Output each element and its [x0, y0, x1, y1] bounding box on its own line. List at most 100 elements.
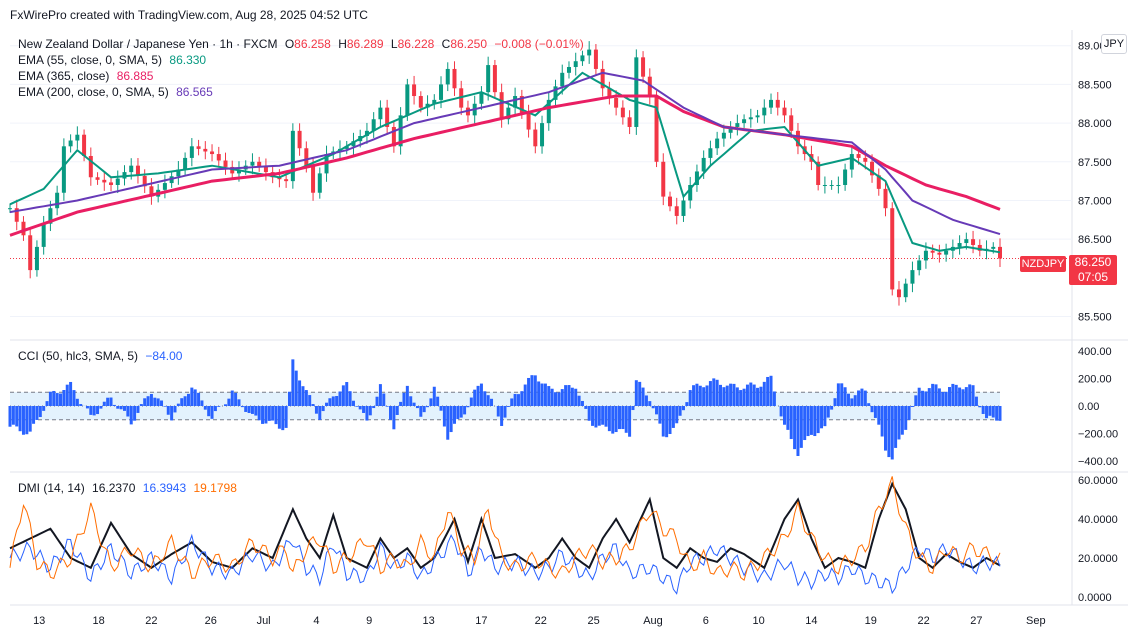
candle-body: [405, 84, 410, 116]
ema365-legend[interactable]: EMA (365, close) 86.885: [18, 68, 157, 84]
candle-body: [694, 171, 699, 185]
candle: [647, 68, 652, 105]
candle-body: [849, 154, 854, 170]
candle: [75, 126, 80, 149]
candle-body: [843, 169, 848, 185]
time-tick-label: 13: [422, 615, 434, 627]
ema200-value: 86.565: [176, 85, 213, 99]
candle-body: [526, 112, 531, 130]
candle-body: [937, 252, 942, 255]
candle-body: [61, 146, 66, 193]
candle-body: [721, 132, 726, 139]
ema200-legend[interactable]: EMA (200, close, 0, SMA, 5) 86.565: [18, 84, 217, 100]
ema55-legend[interactable]: EMA (55, close, 0, SMA, 5) 86.330: [18, 52, 210, 68]
cci-legend[interactable]: CCI (50, hlc3, SMA, 5) −84.00: [18, 348, 186, 364]
candle-body: [250, 161, 255, 166]
candle-body: [580, 55, 585, 62]
candle-body: [573, 61, 578, 68]
candle: [391, 120, 396, 153]
candle-body: [863, 157, 868, 162]
candle: [210, 144, 215, 162]
candle: [668, 191, 672, 212]
candle: [593, 44, 598, 75]
candle: [142, 169, 147, 193]
dmi-legend[interactable]: DMI (14, 14) 16.2370 16.3943 19.1798: [18, 480, 241, 496]
candle-body: [364, 130, 369, 136]
price-tick-label: 87.000: [1078, 195, 1112, 207]
candle-body: [230, 166, 235, 174]
candle-body: [917, 260, 922, 271]
candle: [674, 197, 679, 225]
price-legend: New Zealand Dollar / Japanese Yen · 1h ·…: [18, 36, 588, 52]
candle: [661, 153, 666, 206]
candle-body: [41, 223, 46, 247]
candle-body: [55, 192, 60, 209]
candle: [216, 146, 221, 168]
candle: [829, 180, 834, 190]
candle-body: [856, 154, 861, 158]
candle-body: [311, 165, 316, 193]
candle-body: [903, 283, 908, 298]
candle: [486, 56, 491, 101]
candle-body: [439, 84, 444, 100]
candle-body: [836, 185, 841, 186]
candle: [183, 152, 188, 176]
candle-body: [48, 208, 53, 224]
candle: [102, 171, 107, 191]
candle: [28, 227, 33, 279]
candle-body: [620, 107, 625, 118]
low-value: 86.228: [397, 37, 435, 51]
candle: [526, 104, 531, 138]
candle-body: [418, 96, 423, 108]
candle-body: [385, 107, 390, 127]
last-price-value: 86.250: [1074, 255, 1112, 269]
candle: [196, 139, 201, 156]
candle: [445, 62, 450, 92]
candle-body: [762, 107, 767, 116]
candle-body: [129, 165, 134, 173]
candle: [708, 140, 713, 166]
candle: [364, 122, 369, 144]
candle-body: [641, 57, 646, 77]
candle: [795, 122, 800, 155]
candle: [890, 202, 895, 296]
candle-body: [391, 126, 396, 147]
candle-body: [991, 246, 996, 249]
candle: [385, 99, 390, 135]
candle-body: [614, 97, 619, 108]
dmi-tick-label: 0.0000: [1078, 592, 1112, 604]
candle-body: [883, 188, 888, 209]
candle: [257, 156, 262, 172]
low-label: L: [390, 37, 398, 51]
candle: [162, 174, 167, 199]
candle: [230, 160, 235, 180]
candle-body: [479, 92, 484, 104]
candle: [728, 121, 733, 139]
candle: [742, 114, 747, 128]
candle-body: [816, 161, 821, 185]
candle-body: [923, 250, 928, 261]
bar-countdown: 07:05: [1077, 270, 1109, 284]
candle: [351, 132, 356, 155]
candle-body: [162, 183, 167, 190]
candle: [903, 278, 908, 303]
candle-body: [560, 72, 565, 87]
candle-body: [28, 235, 33, 271]
candle-body: [876, 175, 881, 189]
candle: [634, 49, 639, 135]
candle-body: [829, 185, 834, 186]
cci-tick-label: 0.00: [1078, 401, 1099, 413]
candle: [607, 81, 612, 105]
candle: [34, 240, 39, 277]
candle-body: [634, 57, 639, 127]
candle: [971, 230, 976, 254]
time-tick-label: 14: [805, 615, 817, 627]
candle: [836, 176, 841, 194]
candle-body: [998, 246, 1002, 259]
currency-button[interactable]: JPY: [1101, 34, 1127, 54]
candle-body: [971, 239, 976, 245]
candle-body: [728, 126, 733, 133]
candle-body: [533, 129, 538, 147]
time-tick-label: 9: [366, 615, 372, 627]
